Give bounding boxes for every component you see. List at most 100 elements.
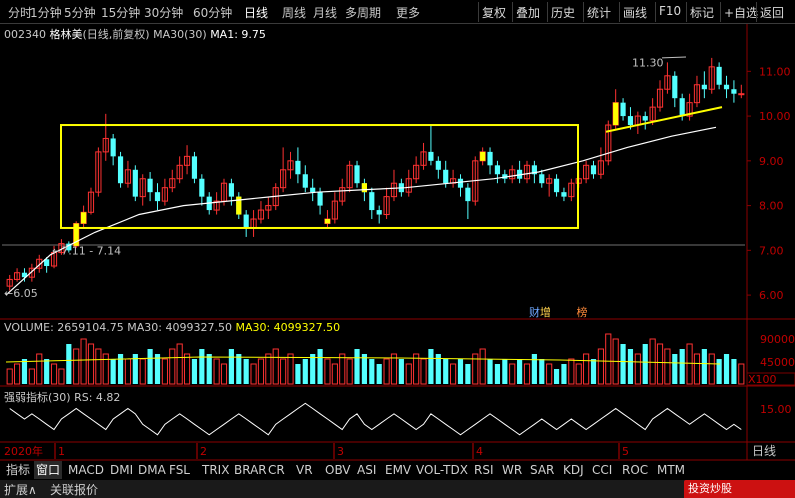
indicator-tab-8[interactable]: CR	[268, 463, 285, 477]
candle-body	[331, 200, 338, 220]
candle-body	[605, 124, 612, 162]
volume-bar	[605, 333, 612, 385]
candle-body	[443, 169, 449, 184]
volume-bar	[272, 348, 279, 385]
period-tab-8[interactable]: 月线	[313, 6, 338, 20]
volume-bar	[324, 358, 331, 385]
period-tab-2[interactable]: 5分钟	[64, 6, 96, 20]
indicator-tab-14[interactable]: RSI	[474, 463, 494, 477]
price-axis-label: 6.00	[759, 289, 784, 302]
period-tab-0[interactable]: 分时	[8, 6, 33, 20]
candle-body	[664, 75, 671, 90]
volume-bar	[169, 348, 176, 385]
volume-bar	[139, 358, 146, 385]
indicator-tab-9[interactable]: VR	[296, 463, 313, 477]
tool-button-2[interactable]: 历史	[551, 6, 576, 20]
highlight-candle	[361, 183, 368, 193]
volume-bar	[50, 363, 58, 385]
related-quotes-button[interactable]: 关联报价	[50, 483, 99, 497]
candle-body	[199, 178, 205, 197]
tool-button-0[interactable]: 复权	[482, 6, 507, 20]
low-price-label: ←6.05	[4, 287, 38, 300]
badge-ranking[interactable]: 榜	[576, 306, 588, 319]
badge-increase[interactable]: 增	[540, 306, 551, 319]
volume-bar	[479, 348, 486, 385]
tool-button-1[interactable]: 叠加	[516, 6, 541, 20]
expand-button[interactable]: 扩展∧	[4, 483, 37, 497]
badge-finance[interactable]: 财	[529, 306, 540, 319]
period-tab-7[interactable]: 周线	[282, 6, 307, 20]
indicator-tab-12[interactable]: EMV	[385, 463, 412, 477]
candle-body	[44, 259, 50, 267]
period-tab-6[interactable]: 日线	[244, 6, 269, 20]
tool-button-4[interactable]: 画线	[623, 6, 648, 20]
candle-body	[568, 182, 575, 198]
indicator-tab-16[interactable]: SAR	[530, 463, 555, 477]
rs-indicator-name[interactable]: 强弱指标(30)	[4, 391, 71, 404]
chart-mode: (日线,前复权)	[82, 28, 150, 41]
volume-bar	[28, 368, 35, 385]
period-tab-9[interactable]: 多周期	[345, 6, 382, 20]
toolbar-separator	[655, 2, 656, 22]
period-tab-1[interactable]: 1分钟	[30, 6, 62, 20]
indicator-tab-15[interactable]: WR	[502, 463, 523, 477]
volume-bar	[701, 349, 707, 384]
volume-bar	[280, 358, 287, 385]
indicator-tab-5[interactable]: FSL	[169, 463, 190, 477]
indicator-tab-11[interactable]: ASI	[357, 463, 377, 477]
volume-bar	[693, 353, 701, 385]
volume-unit-label: X100	[748, 373, 777, 386]
volume-axis-label: 45000	[760, 356, 795, 369]
indicator-tab-17[interactable]: KDJ	[563, 463, 584, 477]
volume-title: VOLUME: 2659104.75 MA30: 4099327.50 MA30…	[4, 321, 340, 334]
candle-body	[257, 209, 265, 220]
period-tab-4[interactable]: 30分钟	[144, 6, 184, 20]
candle-body	[627, 116, 634, 126]
consolidation-box[interactable]	[60, 124, 579, 229]
volume-bar	[73, 348, 80, 385]
candle-body	[139, 178, 146, 198]
stock-name[interactable]: 格林美	[49, 28, 83, 41]
volume-bar	[539, 359, 545, 384]
candle-body	[339, 187, 346, 202]
volume-bar	[405, 363, 412, 385]
indicator-tab-0[interactable]: 指标	[6, 463, 31, 477]
period-tab-10[interactable]: 更多	[396, 6, 421, 20]
indicator-tab-2[interactable]: MACD	[68, 463, 104, 477]
indicator-tab-10[interactable]: OBV	[325, 463, 351, 477]
indicator-tab-1[interactable]: 窗口	[34, 461, 63, 479]
volume-bar	[465, 364, 471, 384]
candle-body	[310, 187, 316, 193]
indicator-tab-19[interactable]: ROC	[622, 463, 649, 477]
indicator-tab-3[interactable]: DMI	[110, 463, 134, 477]
indicator-tab-13[interactable]: VOL-TDX	[416, 463, 468, 477]
candle-body	[597, 160, 604, 175]
volume-bar	[302, 359, 308, 384]
period-tab-5[interactable]: 60分钟	[193, 6, 233, 20]
indicator-tab-4[interactable]: DMA	[138, 463, 166, 477]
volume-bar	[6, 368, 13, 385]
candle-body	[531, 165, 537, 175]
ma-indicator-label[interactable]: MA30(30)	[153, 28, 207, 41]
volume-bar	[634, 353, 641, 385]
period-tab-3[interactable]: 15分钟	[101, 6, 141, 20]
candle-body	[457, 178, 464, 188]
stock-code: 002340	[4, 28, 46, 41]
indicator-tab-6[interactable]: TRIX	[202, 463, 230, 477]
candle-body	[213, 200, 220, 211]
volume-bar	[13, 363, 21, 385]
toolbar-separator	[619, 2, 620, 22]
indicator-tab-20[interactable]: MTM	[657, 463, 686, 477]
tool-button-8[interactable]: 返回	[760, 6, 785, 20]
tool-button-3[interactable]: 统计	[587, 6, 612, 20]
tool-button-6[interactable]: 标记	[690, 6, 715, 20]
volume-bar	[531, 354, 537, 384]
tool-button-5[interactable]: F10	[659, 4, 682, 18]
tool-button-7[interactable]: +自选	[724, 6, 759, 20]
volume-bar	[183, 353, 191, 385]
indicator-tab-18[interactable]: CCI	[592, 463, 613, 477]
trend-line[interactable]	[605, 106, 723, 133]
highlight-candle	[236, 196, 242, 215]
indicator-tab-7[interactable]: BRAR	[234, 463, 267, 477]
